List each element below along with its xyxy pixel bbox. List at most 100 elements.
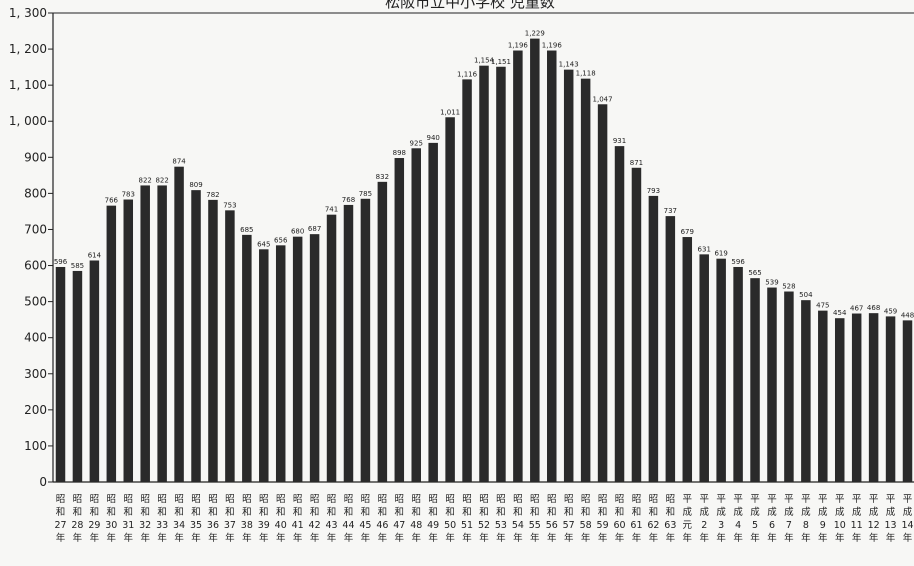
data-label: 1,196 [508, 42, 529, 50]
data-label: 809 [189, 181, 202, 189]
bar [699, 254, 709, 482]
data-label: 898 [393, 149, 406, 157]
bar [547, 50, 557, 483]
x-tick-label: 昭和 40 年 [275, 494, 287, 544]
y-tick-label: 1, 200 [9, 42, 47, 56]
bar [750, 278, 760, 482]
data-label: 874 [172, 158, 186, 166]
x-tick-label: 昭和 37 年 [224, 494, 236, 544]
x-tick-label: 昭和 54 年 [512, 494, 524, 544]
bar [580, 78, 591, 482]
data-label: 614 [88, 251, 102, 259]
x-tick-label: 昭和 43 年 [325, 494, 337, 544]
x-tick-label: 昭和 50 年 [444, 494, 456, 544]
x-tick-label: 昭和 34 年 [173, 494, 185, 544]
y-tick-label: 1, 000 [9, 114, 47, 128]
data-label: 1,047 [593, 95, 613, 103]
bar [174, 166, 184, 483]
data-label: 619 [714, 250, 727, 258]
y-tick-label: 800 [24, 186, 47, 200]
data-label: 467 [850, 305, 863, 313]
data-label: 783 [122, 191, 135, 199]
data-label: 656 [274, 236, 288, 244]
data-label: 631 [698, 245, 711, 253]
x-tick-label: 平成 6 年 [767, 494, 777, 544]
bar [716, 258, 726, 482]
data-label: 822 [155, 176, 168, 184]
bar [682, 237, 693, 482]
data-label: 687 [308, 225, 321, 233]
x-tick-label: 昭和 53 年 [495, 494, 507, 544]
x-tick-label: 昭和 39 年 [258, 494, 270, 544]
data-label: 685 [240, 226, 253, 234]
data-label: 1,151 [491, 58, 511, 66]
bar [530, 38, 540, 482]
x-tick-label: 昭和 57 年 [563, 494, 575, 544]
data-label: 925 [410, 139, 423, 147]
data-label: 454 [833, 309, 847, 317]
data-label: 1,118 [576, 70, 596, 78]
bar [885, 316, 896, 482]
bar [360, 198, 371, 483]
x-tick-label: 平成 2 年 [699, 494, 709, 544]
bar [208, 199, 218, 482]
x-tick-label: 昭和 29 年 [88, 494, 100, 544]
y-tick-label: 200 [24, 403, 47, 417]
y-tick-label: 0 [39, 475, 47, 489]
x-tick-label: 昭和 36 年 [207, 494, 219, 544]
data-label: 785 [359, 190, 372, 198]
x-tick-label: 昭和 30 年 [105, 494, 117, 544]
x-tick-label: 平成 5 年 [750, 494, 760, 544]
data-label: 1,229 [525, 30, 545, 38]
x-tick-label: 平成 3 年 [716, 494, 726, 544]
data-label: 931 [613, 137, 626, 145]
bar [106, 205, 117, 483]
data-label: 871 [630, 159, 643, 167]
bar [377, 181, 388, 482]
bar [394, 158, 405, 482]
x-tick-label: 昭和 27 年 [54, 494, 66, 544]
bar [496, 66, 506, 483]
bar [614, 146, 625, 482]
x-tick-label: 昭和 28 年 [71, 494, 83, 544]
bar [259, 249, 269, 482]
data-label: 822 [139, 176, 152, 184]
bar [72, 270, 83, 482]
data-label: 680 [291, 228, 304, 236]
bar [665, 216, 676, 482]
bar [275, 245, 286, 482]
x-tick-label: 昭和 60 年 [613, 494, 625, 544]
bar [631, 167, 642, 482]
x-tick-label: 平成 11 年 [851, 494, 863, 544]
y-tick-label: 300 [24, 367, 47, 381]
data-label: 596 [54, 258, 68, 266]
data-label: 528 [782, 283, 795, 291]
x-tick-labels: 昭和 27 年昭和 28 年昭和 29 年昭和 30 年昭和 31 年昭和 32 年昭和 33 年昭和 34 年… [54, 494, 913, 544]
x-tick-label: 昭和 32 年 [139, 494, 151, 544]
y-tick-label: 900 [24, 150, 47, 164]
y-tick-label: 1, 300 [9, 6, 47, 20]
bar [868, 313, 879, 482]
x-tick-label: 昭和 62 年 [647, 494, 659, 544]
bar [140, 185, 150, 482]
bar [309, 234, 320, 482]
x-tick-label: 昭和 51 年 [461, 494, 473, 544]
x-tick-label: 昭和 42 年 [309, 494, 321, 544]
x-tick-label: 昭和 46 年 [376, 494, 388, 544]
x-tick-label: 昭和 44 年 [342, 494, 354, 544]
data-label: 679 [681, 228, 694, 236]
x-tick-label: 平成 12 年 [868, 494, 880, 544]
bar [89, 260, 100, 482]
x-tick-label: 昭和 55 年 [529, 494, 541, 544]
x-tick-label: 平成 10 年 [834, 494, 846, 544]
data-label: 1,143 [559, 61, 579, 69]
data-label: 768 [342, 196, 355, 204]
bar [818, 310, 828, 482]
x-tick-label: 昭和 59 年 [597, 494, 609, 544]
x-tick-label: 平成 8 年 [801, 494, 811, 544]
data-label: 448 [901, 311, 914, 319]
y-tick-label: 600 [24, 259, 47, 273]
